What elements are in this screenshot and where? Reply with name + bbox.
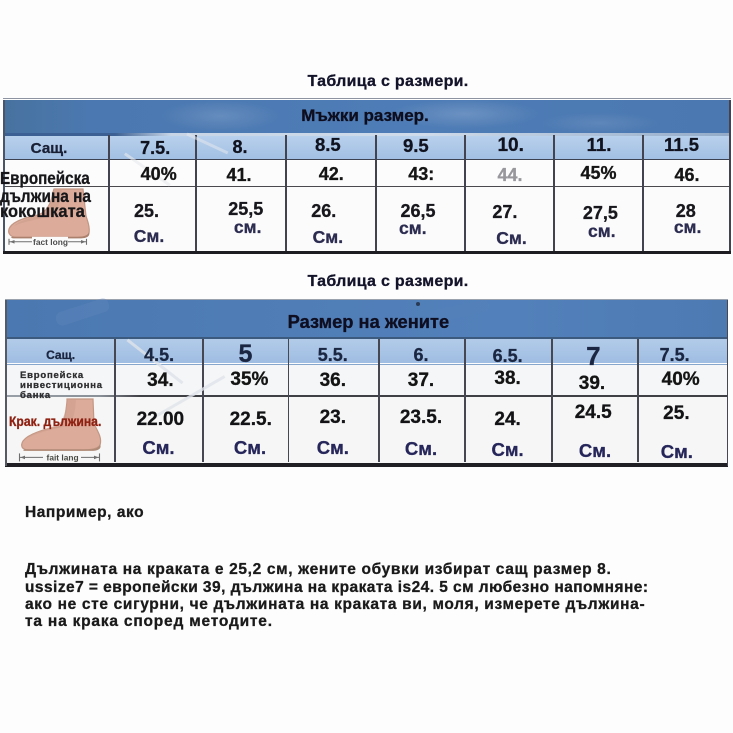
svg-text:fact long: fact long xyxy=(33,237,68,247)
svg-text:fait lang: fait lang xyxy=(47,453,79,463)
